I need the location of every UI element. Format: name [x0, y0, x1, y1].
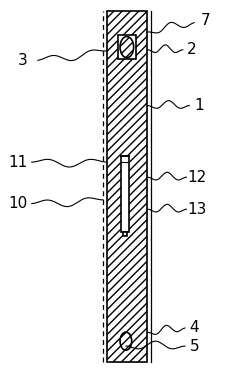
Bar — [118, 35, 136, 59]
Text: 11: 11 — [9, 155, 28, 170]
Bar — [107, 11, 147, 362]
Text: 1: 1 — [194, 98, 204, 113]
Text: 12: 12 — [187, 170, 207, 185]
Text: 10: 10 — [9, 196, 28, 211]
Circle shape — [120, 37, 134, 58]
Text: 13: 13 — [187, 202, 207, 217]
Bar — [122, 232, 127, 236]
Bar — [121, 156, 129, 232]
Text: 4: 4 — [190, 320, 199, 336]
Circle shape — [120, 332, 132, 350]
Text: 7: 7 — [200, 13, 210, 28]
Text: 3: 3 — [18, 53, 28, 68]
Bar — [121, 156, 129, 232]
Text: 2: 2 — [187, 41, 197, 57]
Text: 5: 5 — [190, 339, 199, 354]
